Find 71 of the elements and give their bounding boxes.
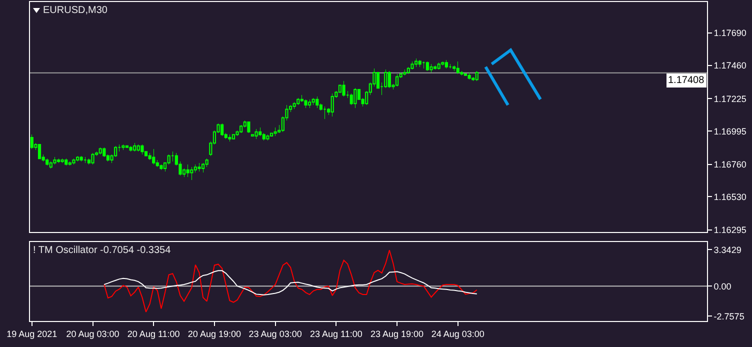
candlestick <box>91 152 94 164</box>
candlestick <box>460 71 464 76</box>
candlestick <box>403 70 406 76</box>
candlestick <box>330 94 334 116</box>
candlestick <box>49 161 52 168</box>
candlestick <box>452 66 456 72</box>
candlestick <box>418 60 422 67</box>
candlestick <box>456 61 460 74</box>
candlestick <box>262 133 266 140</box>
y-tick-label: -2.7575 <box>714 311 744 322</box>
candlestick <box>414 58 418 67</box>
y-tick-label: 1.16995 <box>714 126 746 136</box>
y-tick-label: 1.17225 <box>714 94 746 104</box>
candlestick <box>98 147 102 154</box>
candlestick <box>30 134 34 149</box>
candlestick <box>312 98 315 106</box>
candlestick <box>56 158 60 163</box>
y-tick-label: 0.00 <box>714 281 732 292</box>
candlestick <box>475 71 478 82</box>
candlestick <box>205 158 208 168</box>
y-tick-label: 3.3429 <box>714 244 742 255</box>
x-tick-label: 19 Aug 2021 <box>6 328 58 339</box>
candlestick <box>122 144 125 150</box>
candlestick <box>129 146 132 152</box>
candlestick <box>444 60 448 68</box>
y-tick-label: 1.17460 <box>714 60 746 71</box>
candlestick <box>60 158 64 163</box>
line-series <box>104 270 478 296</box>
candlestick <box>406 66 410 74</box>
x-tick-label: 23 Aug 03:00 <box>248 328 302 339</box>
candlestick <box>186 164 190 177</box>
candlestick <box>190 167 194 180</box>
candlestick <box>258 128 262 136</box>
candlestick <box>220 123 224 136</box>
candlestick <box>266 134 270 140</box>
candlestick <box>308 99 312 108</box>
y-tick-label: 1.16530 <box>714 192 746 202</box>
y-tick-label: 1.17690 <box>714 28 746 38</box>
candlestick <box>342 81 346 97</box>
y-tick-label: 1.16760 <box>714 159 746 170</box>
candlestick <box>198 162 201 172</box>
candlestick <box>194 164 197 173</box>
x-tick-label: 20 Aug 19:00 <box>188 328 241 339</box>
candlestick <box>468 72 471 80</box>
candlestick <box>156 160 159 168</box>
candlestick <box>304 99 308 108</box>
candlestick <box>133 143 136 152</box>
chart-title: EURUSD,M30 <box>43 5 108 16</box>
candlestick <box>72 158 76 164</box>
candlestick <box>136 144 140 152</box>
x-tick-label: 23 Aug 11:00 <box>310 328 362 339</box>
chart-title: ! TM Oscillator -0.7054 -0.3354 <box>33 245 171 256</box>
candlestick <box>152 148 156 164</box>
candlestick <box>354 88 357 108</box>
candlestick <box>228 134 232 142</box>
candlestick <box>296 98 300 106</box>
candlestick <box>292 102 296 110</box>
y-tick-label: 1.16295 <box>714 225 746 236</box>
ref-line-label: 1.17408 <box>668 75 705 86</box>
candlestick <box>430 64 433 73</box>
x-tick-label: 20 Aug 11:00 <box>127 328 180 339</box>
candlestick <box>140 144 144 154</box>
candlestick <box>53 157 56 164</box>
candlestick <box>254 128 258 139</box>
candlestick <box>316 96 319 108</box>
candlestick <box>148 152 152 160</box>
x-tick-label: 23 Aug 19:00 <box>370 328 424 339</box>
x-tick-label: 24 Aug 03:00 <box>431 328 484 339</box>
candlestick <box>388 71 391 88</box>
x-tick-label: 20 Aug 03:00 <box>66 328 120 339</box>
candlestick <box>384 70 388 88</box>
